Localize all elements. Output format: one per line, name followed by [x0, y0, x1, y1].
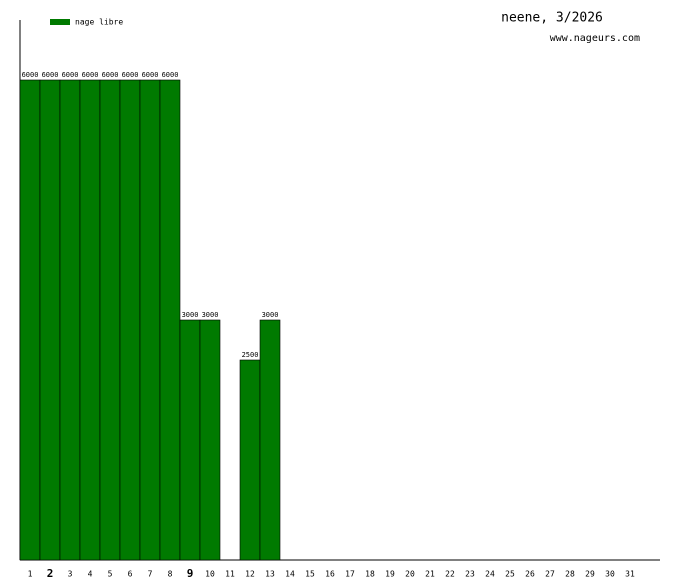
x-tick-label: 18	[365, 570, 375, 579]
value-label: 3000	[182, 311, 199, 319]
x-tick-label: 19	[385, 570, 395, 579]
x-tick-label: 5	[108, 570, 113, 579]
x-tick-label: 3	[68, 570, 73, 579]
x-tick-label: 20	[405, 570, 415, 579]
x-tick-label: 17	[345, 570, 355, 579]
x-tick-label: 7	[148, 570, 153, 579]
x-tick-label: 29	[585, 570, 595, 579]
value-label: 6000	[122, 71, 139, 79]
value-label: 6000	[102, 71, 119, 79]
x-tick-label: 24	[485, 570, 495, 579]
x-tick-label: 10	[205, 570, 215, 579]
x-tick-label: 23	[465, 570, 475, 579]
bar	[79, 79, 101, 561]
value-label: 6000	[62, 71, 79, 79]
value-label: 6000	[162, 71, 179, 79]
x-tick-label: 15	[305, 570, 315, 579]
chart-title: neene, 3/2026	[501, 11, 603, 26]
bar	[199, 319, 221, 561]
x-tick-label: 27	[545, 570, 555, 579]
x-tick-label: 8	[168, 570, 173, 579]
x-tick-label: 30	[605, 570, 615, 579]
bar	[39, 79, 61, 561]
legend-label: nage libre	[75, 18, 123, 27]
x-tick-label: 31	[625, 570, 635, 579]
x-tick-label: 16	[325, 570, 335, 579]
x-tick-label: 2	[47, 567, 54, 580]
bar	[99, 79, 121, 561]
x-tick-label: 11	[225, 570, 235, 579]
value-label: 2500	[242, 351, 259, 359]
x-tick-label: 13	[265, 570, 275, 579]
bar	[19, 79, 41, 561]
bar	[239, 359, 261, 561]
bar	[59, 79, 81, 561]
value-label: 3000	[262, 311, 279, 319]
legend-swatch	[50, 19, 70, 25]
value-label: 6000	[142, 71, 159, 79]
chart-subtitle: www.nageurs.com	[550, 33, 640, 44]
bar	[179, 319, 201, 561]
x-tick-label: 12	[245, 570, 255, 579]
value-label: 3000	[202, 311, 219, 319]
x-tick-label: 14	[285, 570, 295, 579]
bar	[259, 319, 281, 561]
bar	[159, 79, 181, 561]
x-tick-label: 1	[28, 570, 33, 579]
x-tick-label: 6	[128, 570, 133, 579]
x-tick-label: 26	[525, 570, 535, 579]
value-label: 6000	[82, 71, 99, 79]
x-tick-label: 22	[445, 570, 455, 579]
bar	[119, 79, 141, 561]
x-tick-label: 9	[187, 567, 194, 580]
x-tick-label: 21	[425, 570, 435, 579]
x-tick-label: 4	[88, 570, 93, 579]
value-label: 6000	[22, 71, 39, 79]
x-tick-label: 25	[505, 570, 515, 579]
x-tick-label: 28	[565, 570, 575, 579]
bar	[139, 79, 161, 561]
value-label: 6000	[42, 71, 59, 79]
